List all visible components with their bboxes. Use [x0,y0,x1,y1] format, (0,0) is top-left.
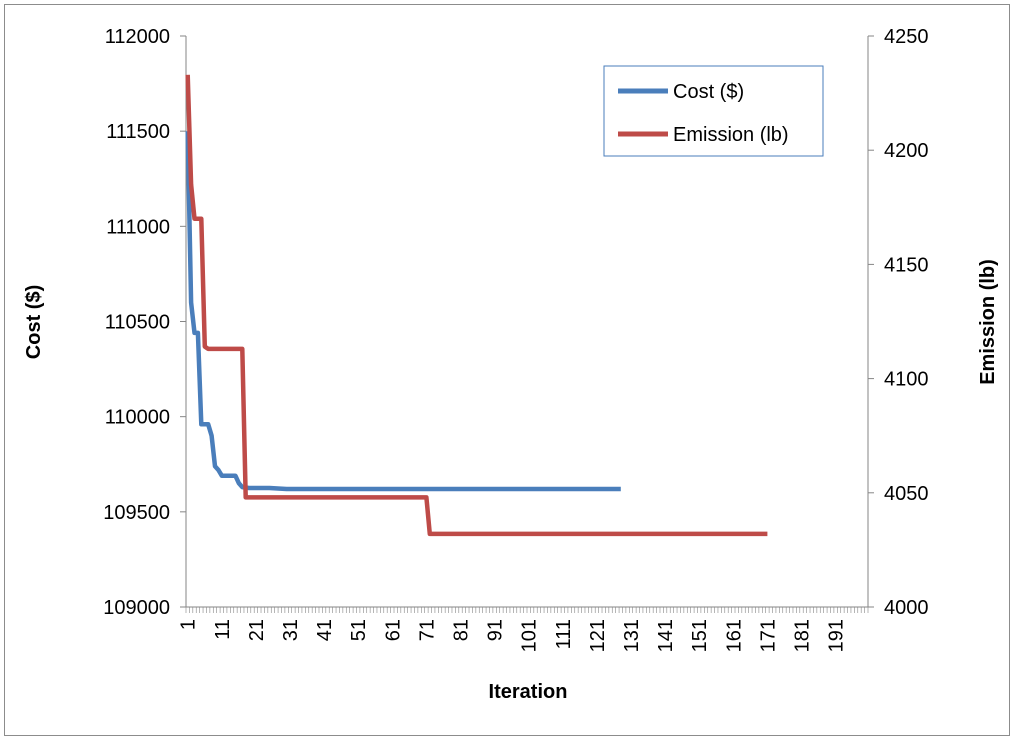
x-tick-label: 101 [519,619,541,652]
y-right-tick-label: 4000 [884,597,929,619]
y-right-tick-label: 4100 [884,369,929,391]
legend: Cost ($) Emission (lb) [604,66,823,156]
x-tick-label: 111 [553,619,575,649]
y-left-tick-label: 112000 [105,26,170,48]
x-tick-label: 171 [757,619,779,652]
x-tick-label: 181 [792,619,814,652]
x-tick-label: 1 [178,619,200,630]
y-axis-right-title: Emission (lb) [977,259,999,385]
y-left-tick-label: 110500 [105,312,170,334]
x-axis-title: Iteration [489,681,568,703]
y-right-tick-label: 4200 [884,140,929,162]
x-tick-label: 71 [416,619,438,641]
legend-label-cost: Cost ($) [673,81,744,103]
y-left-tick-label: 109000 [103,597,170,619]
y-right-tick-label: 4250 [884,26,929,48]
x-tick-label: 51 [348,619,370,641]
x-tick-label: 91 [485,619,507,641]
y-right-tick-label: 4050 [884,483,929,505]
legend-label-emission: Emission (lb) [673,124,789,146]
x-tick-label: 31 [280,619,302,641]
x-tick-label: 81 [451,619,473,641]
x-tick-label: 151 [689,619,711,652]
y-left-tick-label: 111500 [106,121,170,143]
y-right-tick-label: 4150 [884,254,929,276]
x-tick-label: 131 [621,619,643,652]
y-axis-left-title: Cost ($) [23,285,45,359]
x-tick-label: 161 [723,619,745,652]
x-tick-label: 191 [826,619,848,652]
y-left-tick-label: 111000 [106,216,170,238]
x-tick-label: 121 [587,619,609,652]
x-tick-label: 41 [314,619,336,641]
y-left-tick-label: 109500 [103,502,170,524]
x-tick-label: 141 [655,619,677,652]
y-left-tick-label: 110000 [105,407,170,429]
series-line-cost [188,131,621,489]
x-tick-label: 11 [212,619,234,640]
x-tick-label: 61 [382,619,404,641]
x-tick-label: 21 [246,619,268,641]
